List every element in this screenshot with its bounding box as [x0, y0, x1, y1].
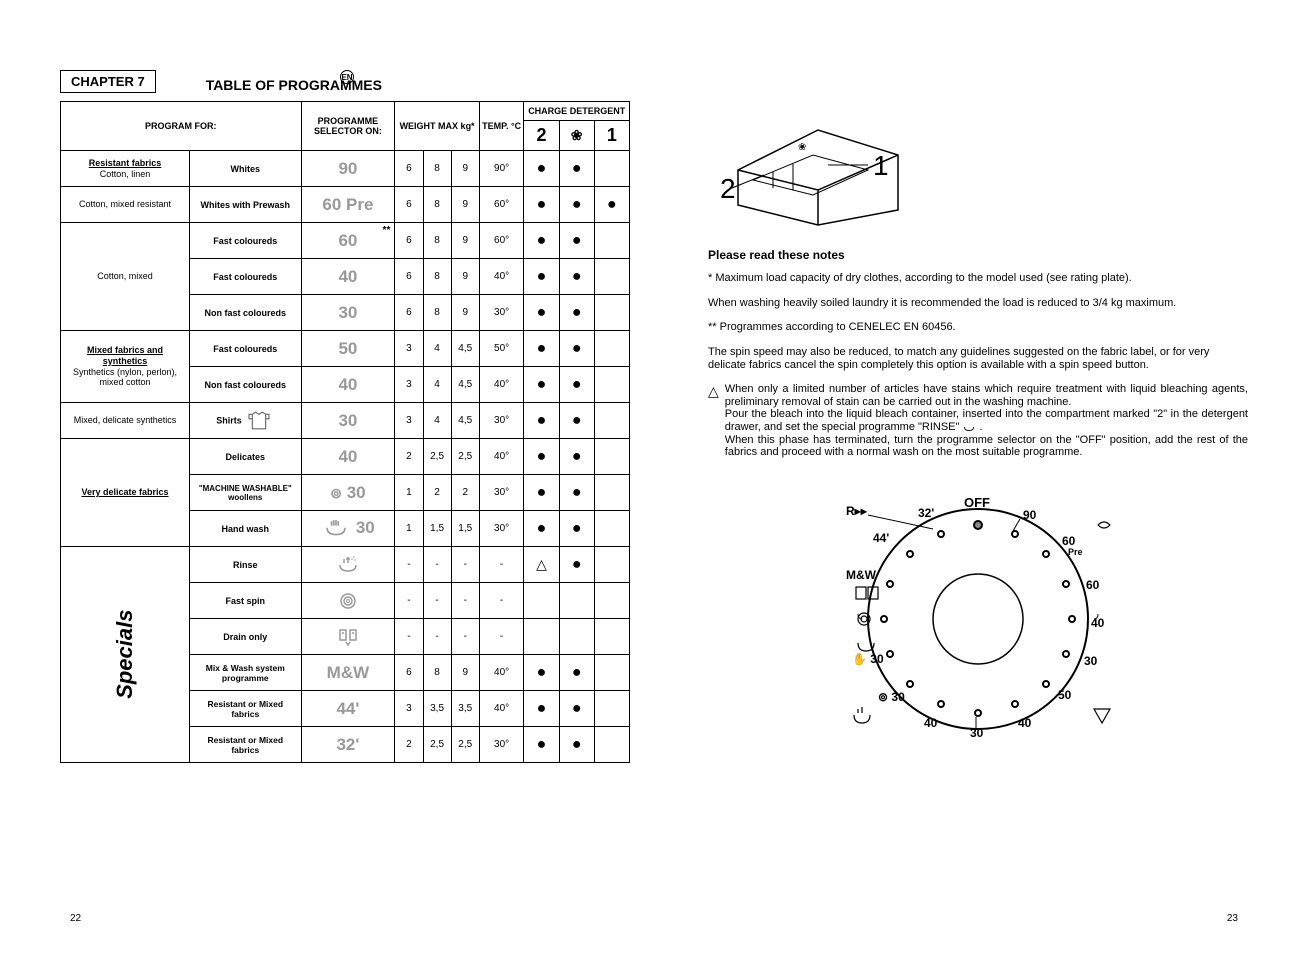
svg-text:40: 40: [924, 716, 938, 730]
rinse-icon: [333, 555, 363, 575]
page-number-right: 23: [1227, 913, 1238, 924]
drain-icon: [333, 627, 363, 647]
svg-text:90: 90: [1023, 508, 1037, 522]
hdr-weight: WEIGHT MAX kg*: [395, 102, 479, 151]
note-2: When washing heavily soiled laundry it i…: [708, 297, 1248, 310]
svg-text:❀: ❀: [798, 142, 806, 153]
fabric-specials: Specials: [61, 547, 190, 763]
note-3: ** Programmes according to CENELEC EN 60…: [708, 321, 1248, 334]
svg-text:OFF: OFF: [964, 495, 990, 510]
hdr-comp-1: 1: [594, 121, 629, 151]
svg-text:40: 40: [1091, 616, 1105, 630]
table-title: TABLE OF PROGRAMMES: [206, 77, 382, 93]
svg-text:M&W: M&W: [846, 568, 877, 582]
drawer-label-1: 1: [873, 150, 889, 181]
hdr-temp: TEMP. °C: [479, 102, 524, 151]
page-number-left: 22: [70, 913, 81, 924]
hdr-charge: CHARGE DETERGENT: [524, 102, 630, 121]
programme-table: PROGRAM FOR: PROGRAMME SELECTOR ON: WEIG…: [60, 101, 630, 763]
svg-text:44': 44': [873, 531, 889, 545]
fabric-cotton-mixed: Cotton, mixed: [61, 223, 190, 331]
hdr-selector: PROGRAMME SELECTOR ON:: [301, 102, 395, 151]
note-1: * Maximum load capacity of dry clothes, …: [708, 272, 1248, 285]
fabric-mixed: Mixed fabrics and syntheticsSynthetics (…: [61, 331, 190, 403]
fabric-cotton-mixed-res: Cotton, mixed resistant: [61, 187, 190, 223]
svg-text:✋ 30: ✋ 30: [852, 652, 884, 666]
note-5: △ When only a limited number of articles…: [708, 383, 1248, 459]
bleach-triangle: △: [524, 547, 559, 583]
hdr-program-for: PROGRAM FOR:: [61, 102, 302, 151]
chapter-label: CHAPTER 7: [60, 70, 156, 93]
type-whites: Whites: [190, 151, 301, 187]
svg-text:⊚ 30: ⊚ 30: [878, 690, 905, 704]
spin-icon: [333, 591, 363, 611]
shirt-icon: [244, 411, 274, 431]
hand-wash-icon: [321, 519, 351, 539]
notes-heading: Please read these notes: [708, 248, 1248, 262]
hdr-comp-2: 2: [524, 121, 559, 151]
svg-text:60: 60: [1086, 578, 1100, 592]
svg-text:60Pre: 60Pre: [1062, 534, 1083, 557]
drawer-label-2: 2: [720, 173, 736, 204]
lang-badge: EN: [340, 70, 354, 84]
fabric-very-delicate: Very delicate fabrics: [61, 439, 190, 547]
svg-text:30: 30: [1084, 654, 1098, 668]
svg-text:R▸▸: R▸▸: [846, 504, 868, 518]
note-4: The spin speed may also be reduced, to m…: [708, 346, 1248, 371]
svg-text:32': 32': [918, 506, 934, 520]
detergent-drawer-diagram: ❀ 1 2: [718, 110, 918, 230]
fabric-resistant: Resistant fabricsCotton, linen: [61, 151, 190, 187]
sel-90: 90: [301, 151, 395, 187]
svg-text:30: 30: [970, 726, 984, 740]
wool-icon: ⊚: [330, 485, 342, 501]
triangle-icon: △: [708, 383, 719, 459]
svg-text:50: 50: [1058, 688, 1072, 702]
hdr-comp-softener: ❀: [559, 121, 594, 151]
svg-text:40: 40: [1018, 716, 1032, 730]
programme-dial: OFF 90 60Pre 60 40 30 50 40 30 40 ⊚ 30 ✋…: [818, 479, 1138, 759]
rinse-inline-icon: [962, 421, 976, 433]
fabric-mixed-delicate: Mixed, delicate synthetics: [61, 403, 190, 439]
